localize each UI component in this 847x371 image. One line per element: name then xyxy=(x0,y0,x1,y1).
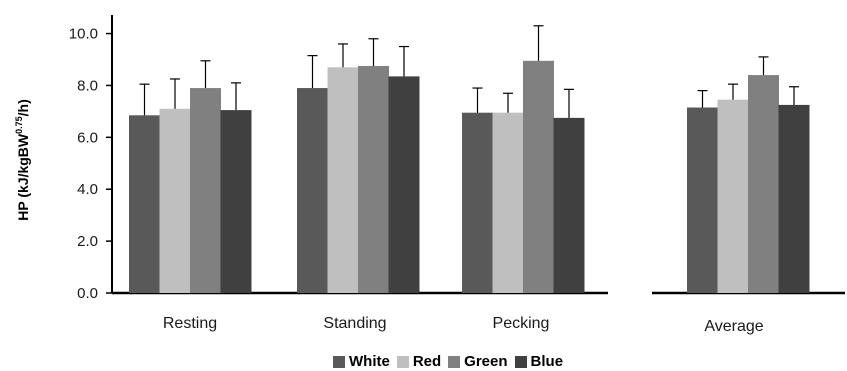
bar-pecking-blue xyxy=(553,117,585,293)
bars xyxy=(129,60,810,294)
category-label-resting: Resting xyxy=(163,315,217,332)
bar-pecking-red xyxy=(492,112,524,294)
legend-swatch-green xyxy=(448,355,461,368)
legend-label-white: White xyxy=(349,353,390,370)
error-bars xyxy=(139,25,799,118)
svg-text:HP (kJ/kgBW0.75/h): HP (kJ/kgBW0.75/h) xyxy=(14,99,31,221)
bar-standing-white xyxy=(297,88,328,293)
category-label-standing: Standing xyxy=(323,315,386,332)
legend-label-blue: Blue xyxy=(530,353,564,370)
bar-resting-blue xyxy=(220,110,252,293)
legend-swatch-blue xyxy=(514,355,527,368)
category-label-average: Average xyxy=(704,318,763,335)
y-tick-label: 10.0 xyxy=(69,26,98,43)
bar-standing-blue xyxy=(388,76,420,293)
legend-item-red: Red xyxy=(396,353,442,370)
legend: White Red Green Blue xyxy=(333,354,570,369)
y-tick-label: 4.0 xyxy=(77,181,98,198)
y-tick-label: 0.0 xyxy=(77,285,98,302)
legend-swatch-red xyxy=(396,355,409,368)
bar-pecking-green xyxy=(523,60,554,293)
y-tick-label: 2.0 xyxy=(77,233,98,250)
legend-item-blue: Blue xyxy=(514,353,564,370)
bar-average-blue xyxy=(778,104,810,294)
y-axis-title-main: HP (kJ/kgBW xyxy=(15,133,31,221)
bar-pecking-white xyxy=(462,112,493,294)
y-axis-title-tail: /h) xyxy=(15,99,31,116)
legend-item-green: Green xyxy=(448,353,508,370)
bar-standing-red xyxy=(327,67,359,293)
bar-standing-green xyxy=(358,65,389,293)
y-tick-label: 6.0 xyxy=(77,129,98,146)
bar-average-green xyxy=(748,75,779,293)
y-axis-title: HP (kJ/kgBW0.75/h) xyxy=(14,99,31,221)
category-label-pecking: Pecking xyxy=(493,315,550,332)
legend-label-red: Red xyxy=(412,353,442,370)
bar-average-white xyxy=(687,107,718,293)
bar-resting-white xyxy=(129,115,160,293)
bar-average-red xyxy=(717,99,749,293)
y-axis-title-superscript: 0.75 xyxy=(14,116,24,134)
legend-label-green: Green xyxy=(464,353,508,370)
y-ticks: 0.0 2.0 4.0 6.0 8.0 10.0 xyxy=(69,26,112,302)
legend-swatch-white xyxy=(333,355,345,368)
y-tick-label: 8.0 xyxy=(77,77,98,94)
bar-resting-green xyxy=(190,88,221,293)
bar-resting-red xyxy=(159,108,191,294)
legend-item-white: White xyxy=(333,354,390,369)
category-labels: Resting Standing Pecking Average xyxy=(163,315,764,335)
